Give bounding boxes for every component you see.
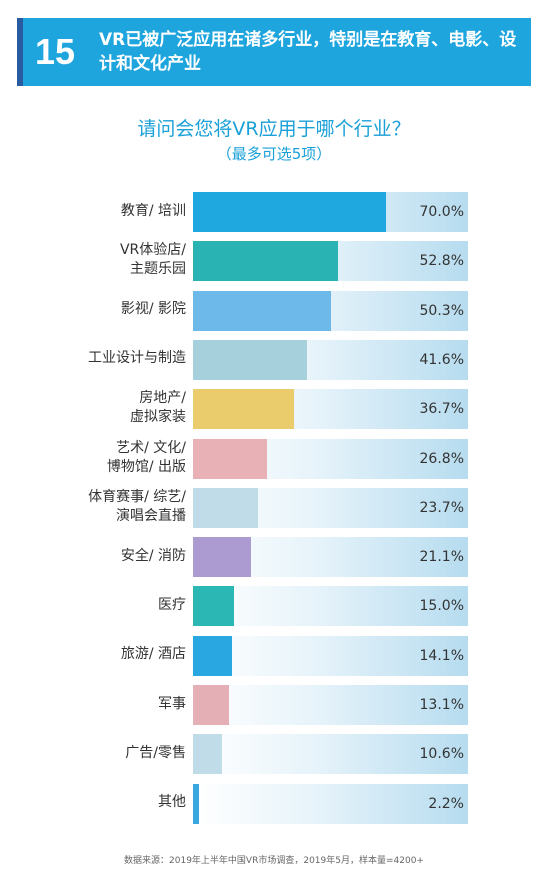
value-label: 21.1% xyxy=(419,549,464,566)
value-label: 23.7% xyxy=(419,499,464,516)
category-label: 广告/零售 xyxy=(125,744,186,761)
bar xyxy=(193,192,386,232)
bar-track: 41.6% xyxy=(193,339,468,380)
category-label: VR体验店/ 主题乐园 xyxy=(119,242,186,278)
chart-title: 请问会您将VR应用于哪个行业？ xyxy=(137,118,411,140)
bar-row: 医疗 15.0% xyxy=(0,582,548,628)
bar-track: 14.1% xyxy=(193,635,468,676)
bar-track: 23.7% xyxy=(193,487,468,528)
bar-track: 50.3% xyxy=(193,290,468,331)
bar xyxy=(193,685,230,725)
bar-track: 26.8% xyxy=(193,438,468,479)
value-label: 52.8% xyxy=(419,253,464,270)
category-label: 医疗 xyxy=(158,596,186,613)
section-title: VR已被广泛应用在诸多行业，特别是在教育、电影、设计和文化产业 xyxy=(99,30,517,74)
bar xyxy=(193,487,259,528)
bar-row: 影视/ 影院 50.3% xyxy=(0,287,548,333)
category-label: 影视/ 影院 xyxy=(120,301,186,318)
bar-track: 10.6% xyxy=(193,734,468,775)
category-label: 艺术/ 文化/ 博物馆/ 出版 xyxy=(106,439,186,475)
bar-row: 安全/ 消防 21.1% xyxy=(0,533,548,579)
bar xyxy=(193,389,294,430)
bar-row: 旅游/ 酒店 14.1% xyxy=(0,632,548,678)
value-label: 2.2% xyxy=(428,795,464,812)
value-label: 15.0% xyxy=(419,598,464,615)
category-label: 工业设计与制造 xyxy=(88,350,186,367)
bar xyxy=(193,586,235,627)
value-label: 26.8% xyxy=(419,450,464,467)
bar-row: VR体验店/ 主题乐园 52.8% xyxy=(0,237,548,283)
bar xyxy=(193,635,232,676)
bar xyxy=(193,241,339,282)
bar-chart: 教育/ 培训 70.0% VR体验店/ 主题乐园 52.8% 影视/ 影院 50.3% 工业… xyxy=(0,188,548,828)
chart-subtitle: （最多可选5项） xyxy=(216,145,332,163)
header-accent-stripe xyxy=(17,18,23,86)
value-label: 41.6% xyxy=(419,351,464,368)
bar-track: 70.0% xyxy=(193,192,468,232)
bar-track: 36.7% xyxy=(193,389,468,430)
bar xyxy=(193,290,332,331)
bar xyxy=(193,537,252,578)
bar-row: 广告/零售 10.6% xyxy=(0,730,548,776)
value-label: 50.3% xyxy=(419,302,464,319)
bar-track: 15.0% xyxy=(193,586,468,627)
bar-row: 工业设计与制造 41.6% xyxy=(0,336,548,382)
header-banner: 15 VR已被广泛应用在诸多行业，特别是在教育、电影、设计和文化产业 xyxy=(17,18,531,86)
bar-row: 教育/ 培训 70.0% xyxy=(0,188,548,234)
category-label: 体育赛事/ 综艺/ 演唱会直播 xyxy=(88,488,186,524)
value-label: 70.0% xyxy=(419,204,464,220)
bar xyxy=(193,734,223,775)
bar-row: 体育赛事/ 综艺/ 演唱会直播 23.7% xyxy=(0,484,548,530)
bar-row: 艺术/ 文化/ 博物馆/ 出版 26.8% xyxy=(0,435,548,481)
data-source-note: 数据来源：2019年上半年中国VR市场调查，2019年5月，样本量=4200+ xyxy=(124,856,424,866)
bar-track: 52.8% xyxy=(193,241,468,282)
value-label: 13.1% xyxy=(419,697,464,713)
bar-track: 13.1% xyxy=(193,685,468,725)
category-label: 其他 xyxy=(158,794,186,811)
category-label: 军事 xyxy=(158,695,186,712)
bar xyxy=(193,783,200,824)
category-label: 教育/ 培训 xyxy=(120,202,186,219)
bar-track: 2.2% xyxy=(193,783,468,824)
value-label: 36.7% xyxy=(419,401,464,418)
value-label: 10.6% xyxy=(419,746,464,763)
bar-track: 21.1% xyxy=(193,537,468,578)
section-number: 15 xyxy=(35,31,76,72)
category-label: 旅游/ 酒店 xyxy=(120,646,186,663)
bar-row: 其他 2.2% xyxy=(0,780,548,826)
bar xyxy=(193,438,267,479)
bar xyxy=(193,339,308,380)
category-label: 房地产/ 虚拟家装 xyxy=(130,390,186,426)
bar-row: 房地产/ 虚拟家装 36.7% xyxy=(0,385,548,431)
category-label: 安全/ 消防 xyxy=(120,547,186,564)
value-label: 14.1% xyxy=(419,647,464,664)
bar-row: 军事 13.1% xyxy=(0,681,548,727)
